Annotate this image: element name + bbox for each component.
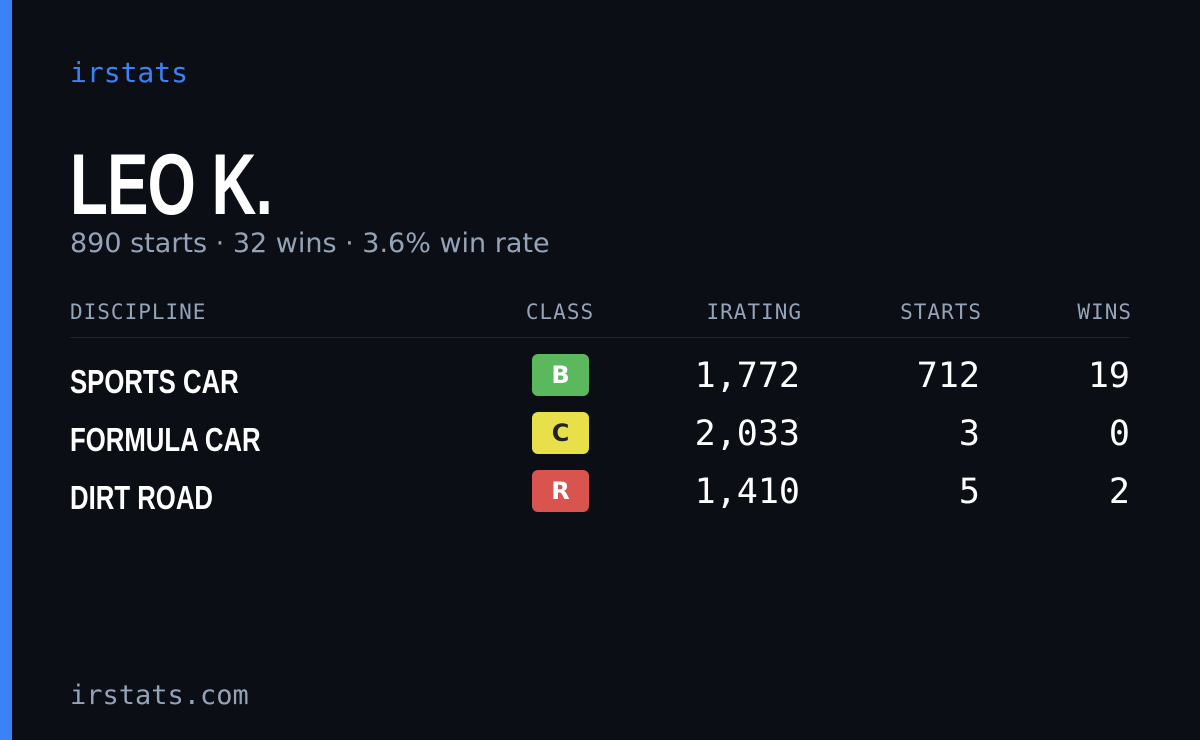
column-header: IRATING [706,300,802,324]
brand: irstats [70,56,189,89]
wins: 0 [1108,414,1130,454]
summary: 890 starts · 32 wins · 3.6% win rate [70,228,550,259]
header-rule [70,337,1130,338]
player-name: LEO K. [70,137,273,233]
column-header: DISCIPLINE [70,300,207,324]
irating: 1,772 [694,356,800,396]
wins: 19 [1087,356,1130,396]
starts: 5 [958,472,980,512]
starts: 3 [958,414,980,454]
column-header: STARTS [900,300,982,324]
irating: 1,410 [694,472,800,512]
accent-bar [0,0,12,740]
discipline: SPORTS CAR [70,363,239,400]
class-badge: C [532,412,589,454]
irating: 2,033 [694,414,800,454]
footer-url: irstats.com [70,680,249,711]
wins: 2 [1108,472,1130,512]
discipline: FORMULA CAR [70,421,261,458]
starts: 712 [916,356,980,396]
discipline: DIRT ROAD [70,479,213,516]
column-header: WINS [1077,300,1132,324]
class-badge: R [532,470,589,512]
class-badge: B [532,354,589,396]
column-header: CLASS [525,300,595,324]
